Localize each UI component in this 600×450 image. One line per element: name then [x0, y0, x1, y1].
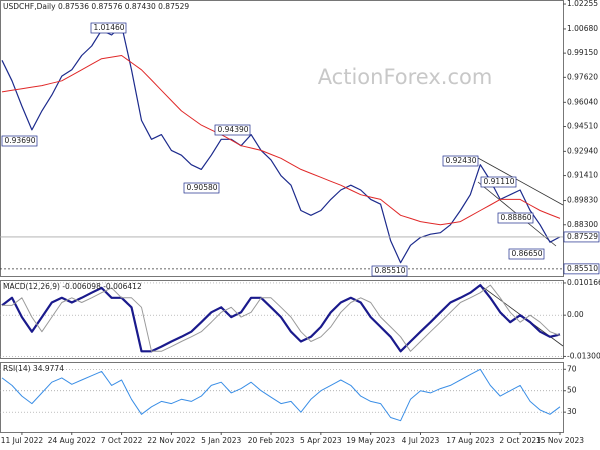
annotation-box — [90, 22, 127, 34]
x-tick-label: 7 Oct 2022 — [101, 436, 143, 445]
y-tick-label: 30 — [567, 407, 577, 416]
panel-frame — [0, 362, 564, 433]
annotation: 0.85510 — [375, 266, 406, 275]
series-line — [1, 55, 561, 226]
annotation: 0.94390 — [218, 125, 249, 134]
panel-frame — [0, 280, 564, 359]
y-tick-label: 1.00680 — [567, 24, 598, 33]
annotation-box — [497, 212, 534, 224]
x-tick-label: 15 Nov 2023 — [536, 436, 584, 445]
annotation: 0.88860 — [501, 213, 532, 222]
panel-title: USDCHF,Daily 0.87536 0.87576 0.87430 0.8… — [3, 2, 189, 11]
annotation-box — [371, 265, 408, 277]
panel-title: MACD(12,26,9) -0.006098 -0.006412 — [3, 282, 142, 291]
y-tick-label: 0.91410 — [567, 171, 598, 180]
y-tick-label: 70 — [567, 364, 577, 373]
annotation-box — [442, 155, 479, 167]
x-tick-label: 5 Jan 2023 — [201, 436, 241, 445]
y-tick-label: 0.00 — [567, 310, 584, 319]
watermark: ActionForex.com — [318, 65, 493, 89]
x-tick-label: 4 Jul 2023 — [402, 436, 440, 445]
x-tick-label: 19 May 2023 — [346, 436, 395, 445]
panel-title: RSI(14) 34.9774 — [3, 364, 64, 373]
y-tick-label: 0.96040 — [567, 97, 598, 106]
y-tick-label: 0.99150 — [567, 48, 598, 57]
y-tick-label: 1.02255 — [567, 0, 598, 8]
x-tick-label: 5 Apr 2023 — [300, 436, 342, 445]
annotation: 0.86650 — [512, 249, 543, 258]
price-label: 0.85510 — [567, 264, 598, 273]
x-tick-label: 17 Aug 2023 — [446, 436, 494, 445]
x-tick-label: 2 Oct 2023 — [499, 436, 541, 445]
x-tick-label: 24 Aug 2022 — [48, 436, 96, 445]
series-line — [2, 284, 561, 352]
y-tick-label: 0.97620 — [567, 72, 598, 81]
series-line — [1, 24, 561, 264]
x-tick-label: 22 Nov 2022 — [147, 436, 195, 445]
annotation: 1.01460 — [94, 23, 125, 32]
price-box — [563, 263, 600, 275]
annotation-box — [1, 135, 38, 147]
annotation: 0.90580 — [187, 183, 218, 192]
x-tick-label: 11 Jul 2022 — [1, 436, 44, 445]
annotation-box — [183, 182, 220, 194]
y-tick-label: -0.013006 — [567, 351, 600, 360]
annotation: 0.93690 — [5, 136, 36, 145]
x-tick-label: 20 Feb 2023 — [248, 436, 295, 445]
annotation-box — [214, 124, 251, 136]
annotation: 0.92430 — [446, 156, 477, 165]
panel-frame — [0, 0, 564, 277]
series-line — [1, 368, 561, 422]
y-tick-label: 50 — [567, 386, 577, 395]
series-line — [1, 284, 561, 353]
y-tick-label: 0.94510 — [567, 122, 598, 131]
annotation-box — [480, 176, 517, 188]
y-tick-label: 0.010166 — [567, 278, 600, 287]
annotation: 0.91110 — [484, 177, 515, 186]
y-tick-label: 0.92940 — [567, 146, 598, 155]
price-box — [563, 231, 600, 243]
y-tick-label: 0.89830 — [567, 196, 598, 205]
channel-line — [477, 157, 564, 206]
price-label: 0.87529 — [567, 232, 598, 241]
y-tick-label: 0.88300 — [567, 220, 598, 229]
annotation-box — [508, 248, 545, 260]
